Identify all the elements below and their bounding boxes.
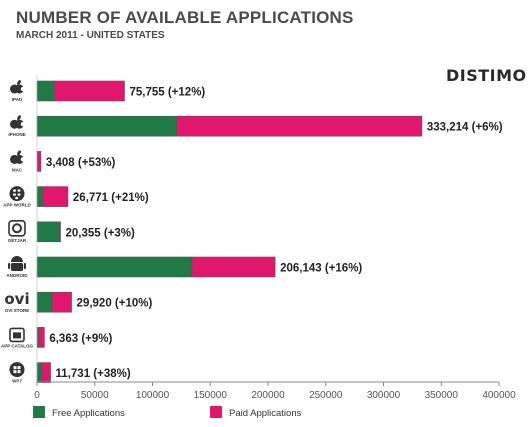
getjar-icon xyxy=(8,220,26,237)
windows-phone-icon xyxy=(9,362,25,378)
apple-leaf xyxy=(17,150,21,156)
apple-icon xyxy=(10,150,26,164)
blackberry-dot xyxy=(17,189,21,192)
android-arm-left xyxy=(8,263,11,269)
apple-lobe-right xyxy=(15,84,24,94)
x-tick-label: 350000 xyxy=(425,390,459,401)
x-tick-label: 200000 xyxy=(251,390,285,401)
bar-paid xyxy=(42,186,69,207)
category-label: APP CATALOG xyxy=(1,343,34,348)
total-label: 11,731 (+38%) xyxy=(56,368,131,380)
chart-row: GETJAR 20,355 (+3%) xyxy=(8,220,136,243)
android-body xyxy=(11,263,23,271)
apple-leaf xyxy=(17,79,21,86)
bar-paid xyxy=(176,115,423,137)
apple-icon xyxy=(10,115,26,129)
apple-bite xyxy=(20,157,26,162)
blackberry-disc xyxy=(9,186,25,202)
total-label: 206,143 (+16%) xyxy=(280,263,362,275)
x-tick-label: 100000 xyxy=(136,390,170,401)
chart-row: MAC 3,408 (+53%) xyxy=(10,150,116,172)
palm-screen xyxy=(13,332,21,339)
bar-paid xyxy=(191,256,276,278)
bar-free xyxy=(36,115,178,137)
category-label: GETJAR xyxy=(8,238,27,243)
apple-leaf xyxy=(17,115,21,121)
wp7-pane xyxy=(17,370,21,374)
category-label: OVI STORE xyxy=(5,308,29,313)
bar-paid xyxy=(59,221,61,243)
category-label: MAC xyxy=(12,167,23,172)
total-label: 26,771 (+21%) xyxy=(73,192,149,204)
category-label: IPHONE xyxy=(8,132,25,137)
chart-row: IPAD 75,755 (+12%) xyxy=(10,79,205,102)
blackberry-icon xyxy=(9,186,25,202)
category-label: APP WORLD xyxy=(3,203,31,208)
category-label: IPAD xyxy=(12,97,23,102)
legend: Free Applications Paid Applications xyxy=(33,406,302,419)
total-label: 29,920 (+10%) xyxy=(77,298,153,310)
chart-row: APP CATALOG 6,363 (+9%) xyxy=(1,327,112,348)
apple-bite xyxy=(20,86,26,92)
total-label: 20,355 (+3%) xyxy=(66,227,136,239)
total-label: 6,363 (+9%) xyxy=(49,333,112,345)
bar-paid xyxy=(51,291,72,313)
android-arm-right xyxy=(23,263,26,269)
x-tick-label: 300000 xyxy=(367,390,401,401)
bar-paid xyxy=(37,151,42,172)
chart-row: WP7 11,731 (+38%) xyxy=(9,362,131,384)
blackberry-dot xyxy=(13,189,16,192)
bar-free xyxy=(36,256,193,278)
bar-paid xyxy=(41,362,51,383)
apple-icon xyxy=(10,79,26,94)
total-label: 333,214 (+6%) xyxy=(427,122,503,134)
category-label: WP7 xyxy=(12,379,22,384)
chart-subtitle: MARCH 2011 - UNITED STATES xyxy=(16,30,165,41)
android-head xyxy=(11,256,23,262)
blackberry-dot xyxy=(17,193,21,196)
wp7-disc xyxy=(9,362,25,378)
chart-title: NUMBER OF AVAILABLE APPLICATIONS xyxy=(16,8,354,27)
blackberry-dot xyxy=(13,193,16,196)
x-tick-label: 250000 xyxy=(309,390,343,401)
apple-lobe-right xyxy=(15,154,24,164)
legend-label: Paid Applications xyxy=(229,408,302,419)
brand-logo: DISTIMO xyxy=(446,66,527,85)
getjar-g xyxy=(12,223,22,234)
chart-row: IPHONE 333,214 (+6%) xyxy=(8,115,503,137)
chart-row: ANDROID 206,143 (+16%) xyxy=(7,256,362,278)
apple-bite xyxy=(20,122,26,127)
total-label: 3,408 (+53%) xyxy=(46,157,116,169)
legend-swatch xyxy=(210,406,222,418)
wp7-pane xyxy=(13,366,17,370)
legend-label: Free Applications xyxy=(52,408,125,419)
total-label: 75,755 (+12%) xyxy=(129,87,205,99)
bar-paid xyxy=(54,80,125,102)
x-tick-label: 0 xyxy=(34,390,40,401)
getjar-frame xyxy=(8,220,26,237)
bar-free xyxy=(36,362,42,383)
category-label: ANDROID xyxy=(7,273,29,278)
blackberry-dot xyxy=(15,196,19,200)
wp7-pane xyxy=(17,366,21,370)
bar-paid xyxy=(38,327,45,348)
x-tick-label: 50000 xyxy=(81,390,109,401)
apple-lobe-right xyxy=(15,119,24,129)
bar-free xyxy=(36,291,53,313)
bar-free xyxy=(36,186,44,207)
x-tick-label: 400000 xyxy=(482,390,516,401)
android-icon xyxy=(8,256,26,271)
ovi-logo-text: ovi xyxy=(4,290,29,308)
chart-row: APP WORLD 26,771 (+21%) xyxy=(3,186,149,208)
bar-free xyxy=(36,221,60,243)
ovi-icon: ovi xyxy=(4,290,29,308)
x-tick-label: 150000 xyxy=(194,390,228,401)
palm-icon xyxy=(9,327,25,343)
bar-free xyxy=(36,80,55,102)
legend-swatch xyxy=(33,406,45,418)
wp7-pane xyxy=(13,370,17,374)
